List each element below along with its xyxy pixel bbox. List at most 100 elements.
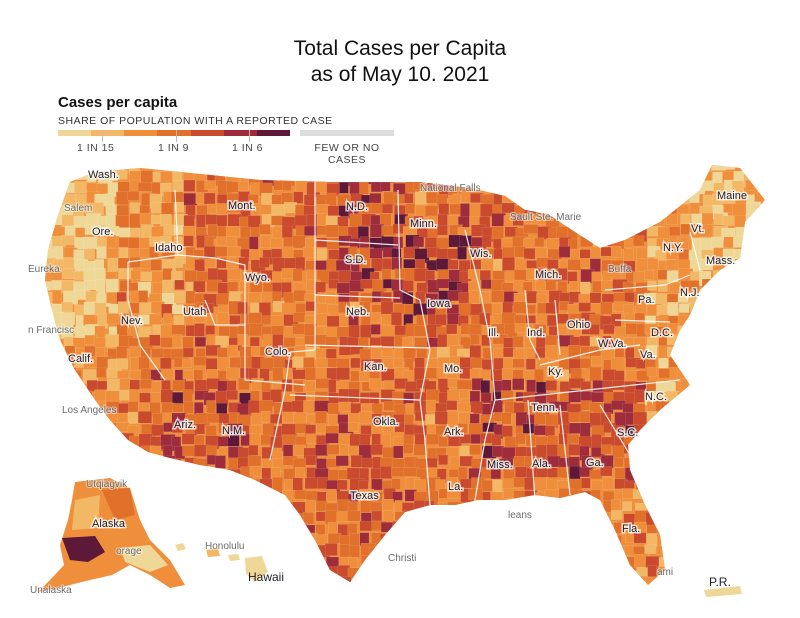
- city-label-honolulu: Honolulu: [205, 541, 244, 552]
- state-label-wash: Wash.: [88, 169, 119, 181]
- state-label-maine: Maine: [717, 190, 747, 202]
- city-label-los-angeles: Los Angeles: [62, 405, 117, 416]
- state-label-vt: Vt.: [691, 223, 704, 235]
- legend-ramp-step: [190, 130, 224, 136]
- legend-ramp-step: [58, 130, 92, 136]
- legend-tick-label-3: 1 IN 6: [232, 142, 264, 154]
- northeast-border-2: [614, 319, 671, 323]
- city-label-sault-ste-marie: Sault Ste. Marie: [510, 212, 582, 223]
- midwest-border-5: [289, 394, 421, 401]
- plains-border-1: [269, 182, 316, 461]
- state-label-ky: Ky.: [548, 366, 563, 378]
- state-label-texas: Texas: [350, 490, 379, 502]
- state-label-pr: P.R.: [709, 575, 731, 589]
- legend-few-cases-label: FEW OR NO CASES: [300, 142, 394, 166]
- plains-border-2: [244, 325, 306, 386]
- northeast-border-3: [689, 231, 701, 271]
- legend-ramp-step: [256, 130, 290, 136]
- state-label-nj: N.J.: [680, 287, 700, 299]
- puerto-rico-shape: [704, 586, 742, 597]
- legend-few-cases-line2: CASES: [327, 154, 367, 166]
- state-label-pa: Pa.: [638, 294, 655, 306]
- state-label-nc: N.C.: [645, 391, 667, 403]
- state-label-nev: Nev.: [121, 315, 143, 327]
- state-label-nm: N.M.: [222, 425, 245, 437]
- east-border-4: [539, 344, 641, 366]
- city-label-san-francisco: n Francisc: [28, 325, 74, 336]
- city-label-salem: Salem: [64, 203, 92, 214]
- legend-tick-label-2: 1 IN 9: [158, 142, 190, 154]
- state-label-hawaii: Hawaii: [248, 570, 284, 584]
- hawaii-shape: [175, 543, 268, 582]
- legend-ramp-step: [223, 130, 257, 136]
- state-label-alaska: Alaska: [92, 518, 126, 530]
- legend-few-cases-line1: FEW OR NO: [314, 142, 380, 154]
- map-legend: Cases per capita SHARE OF POPULATION WIT…: [58, 94, 394, 166]
- state-label-minn: Minn.: [410, 218, 437, 230]
- state-label-wyo: Wyo.: [245, 272, 270, 284]
- midwest-border-3: [314, 294, 401, 299]
- state-label-ga: Ga.: [586, 457, 604, 469]
- river-border: [464, 229, 496, 501]
- city-label-anchorage: orage: [116, 546, 142, 557]
- state-label-sc: S.C.: [617, 427, 638, 439]
- south-border-2: [559, 404, 571, 496]
- state-label-wis: Wis.: [470, 248, 491, 260]
- state-label-dc: D.C.: [651, 327, 673, 339]
- northeast-border-1: [604, 274, 691, 291]
- state-label-nd: N.D.: [346, 201, 368, 213]
- legend-color-ramp: [58, 130, 290, 136]
- state-label-utah: Utah: [183, 306, 206, 318]
- state-label-ill: Ill.: [488, 327, 499, 339]
- map-title: Total Cases per Capita as of May 10. 202…: [0, 36, 800, 88]
- state-label-ala: Ala.: [532, 458, 551, 470]
- city-label-new-orleans: leans: [508, 510, 532, 521]
- state-label-va: Va.: [640, 349, 656, 361]
- city-label-corpus-christi: Christi: [388, 553, 416, 564]
- state-label-fla: Fla.: [622, 523, 640, 535]
- state-label-mont: Mont.: [228, 200, 256, 212]
- state-label-kan: Kan.: [364, 361, 387, 373]
- east-border-1: [524, 289, 541, 361]
- legend-tick-mark-2: [176, 130, 177, 142]
- state-label-mo: Mo.: [444, 363, 462, 375]
- state-label-ore: Ore.: [92, 226, 113, 238]
- legend-ramp-step: [91, 130, 125, 136]
- state-label-la: La.: [448, 481, 463, 493]
- map-title-line2: as of May 10. 2021: [310, 63, 490, 86]
- midwest-border-4: [304, 344, 431, 349]
- state-label-neb: Neb.: [346, 306, 369, 318]
- south-border-1: [527, 399, 536, 501]
- state-borders: [127, 182, 701, 506]
- state-label-colo: Colo.: [265, 346, 291, 358]
- city-label-eureka: Eureka: [28, 264, 60, 275]
- state-label-iowa: Iowa: [427, 298, 451, 310]
- state-label-mich: Mich.: [535, 269, 561, 281]
- midwest-border-2: [314, 239, 399, 246]
- state-label-ariz: Ariz.: [174, 419, 196, 431]
- city-label-buffalo: Buffa: [608, 264, 632, 275]
- city-label-international-falls: National Falls: [420, 183, 481, 194]
- state-label-mass: Mass.: [706, 255, 735, 267]
- state-label-tenn: Tenn.: [531, 402, 558, 414]
- city-labels: Salem Eureka n Francisc Los Angeles Nati…: [27, 182, 674, 597]
- state-label-ind: Ind.: [527, 327, 545, 339]
- legend-ramp-step: [124, 130, 158, 136]
- map-title-line1: Total Cases per Capita: [293, 37, 507, 60]
- legend-ramp-step: [157, 130, 191, 136]
- mountain-border-2: [177, 254, 246, 326]
- east-border-3: [494, 379, 681, 401]
- legend-tick-mark-1: [102, 130, 103, 142]
- city-label-utqiagvik: Utqiagvik: [86, 479, 128, 490]
- state-label-ark: Ark.: [444, 426, 464, 438]
- city-label-unalaska: Unalaska: [30, 585, 72, 596]
- state-label-ny: N.Y.: [663, 242, 683, 254]
- west-coast-border: [127, 262, 166, 381]
- state-label-miss: Miss.: [487, 459, 513, 471]
- state-label-ohio: Ohio: [567, 319, 590, 331]
- state-labels: Wash. Ore. Calif. Idaho Nev. Mont. Wyo. …: [67, 168, 749, 590]
- state-label-idaho: Idaho: [155, 242, 183, 254]
- midwest-border-1: [397, 189, 431, 506]
- legend-subtitle: SHARE OF POPULATION WITH A REPORTED CASE: [58, 115, 333, 127]
